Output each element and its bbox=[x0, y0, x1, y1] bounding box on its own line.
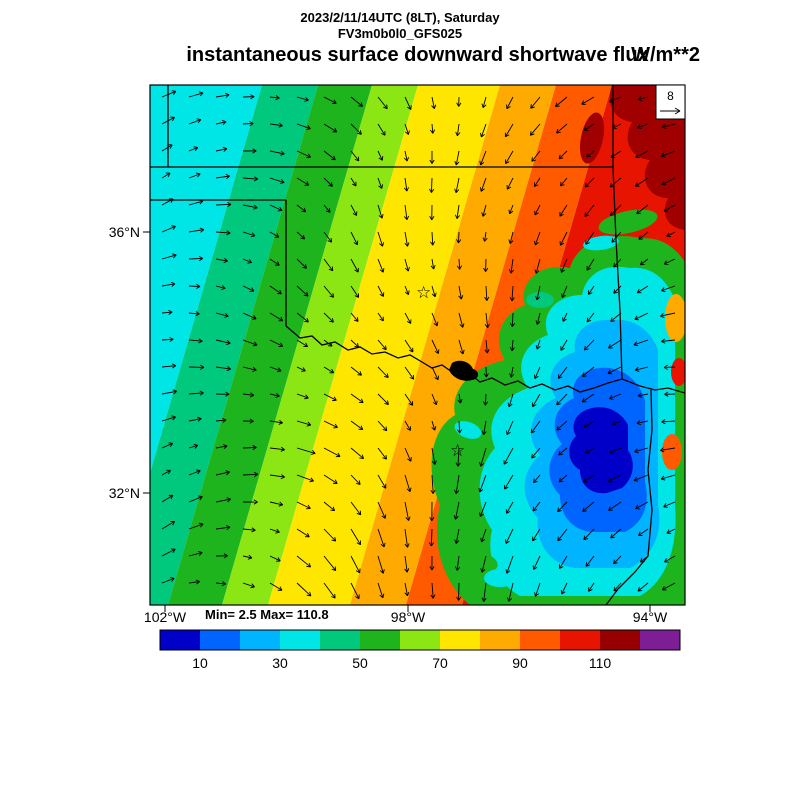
flux-band bbox=[150, 85, 318, 605]
units-label: W/m**2 bbox=[631, 44, 700, 66]
flux-patch bbox=[484, 569, 516, 587]
colorbar-segment bbox=[160, 630, 201, 650]
map-frame bbox=[149, 84, 686, 606]
flux-band bbox=[168, 85, 372, 605]
station-star-marker: ☆ bbox=[416, 283, 431, 302]
flux-patch bbox=[662, 434, 682, 470]
colorbar-segment bbox=[400, 630, 441, 650]
vector-reference-value: 8 bbox=[667, 89, 674, 103]
flux-patch bbox=[526, 292, 554, 308]
datetime-line: 2023/2/11/14UTC (8LT), Saturday bbox=[300, 10, 500, 25]
flux-patch bbox=[665, 294, 685, 342]
colorbar-segment bbox=[280, 630, 321, 650]
lon-label: 98°W bbox=[391, 609, 426, 625]
colorbar-tick-label: 30 bbox=[272, 655, 288, 671]
colorbar-tick-label: 70 bbox=[432, 655, 448, 671]
cloud-region bbox=[569, 407, 633, 494]
minmax-label: Min= 2.5 Max= 110.8 bbox=[205, 607, 329, 622]
colorbar-outline bbox=[159, 629, 681, 651]
colorbar-segment bbox=[240, 630, 281, 650]
flux-patch bbox=[583, 235, 619, 251]
colorbar-segment bbox=[200, 630, 241, 650]
colorbar-segment bbox=[480, 630, 521, 650]
lake-texoma-shape bbox=[449, 360, 479, 381]
station-star-marker: ☆ bbox=[450, 441, 465, 460]
colorbar-segment bbox=[440, 630, 481, 650]
vector-reference-arrowhead bbox=[674, 110, 681, 115]
vector-reference-arrowhead bbox=[674, 107, 681, 112]
flux-band bbox=[268, 85, 500, 605]
lat-label: 36°N bbox=[109, 224, 140, 240]
colorbar-tick-label: 110 bbox=[589, 655, 612, 671]
lon-label: 102°W bbox=[144, 609, 187, 625]
colorbar-segment bbox=[600, 630, 641, 650]
flux-shading bbox=[150, 85, 685, 605]
flux-patch bbox=[579, 112, 605, 164]
page-title: instantaneous surface downward shortwave… bbox=[186, 44, 649, 66]
flux-patch bbox=[454, 421, 482, 439]
flux-band bbox=[350, 85, 556, 605]
state-border-TX-LA bbox=[605, 389, 653, 605]
lat-label: 32°N bbox=[109, 485, 140, 501]
lon-label: 94°W bbox=[633, 609, 668, 625]
model-line: FV3m0b0l0_GFS025 bbox=[337, 26, 463, 41]
colorbar: 10 30 50 70 90 110 bbox=[159, 629, 681, 671]
flux-patch bbox=[598, 209, 658, 235]
colorbar-tick-label: 50 bbox=[352, 655, 368, 671]
colorbar-segment bbox=[320, 630, 361, 650]
vector-reference-box bbox=[655, 84, 686, 120]
flux-patch bbox=[454, 550, 498, 574]
state-border-OK-AR bbox=[612, 166, 623, 380]
colorbar-segment bbox=[360, 630, 401, 650]
flux-patch bbox=[609, 85, 685, 230]
wind-vector-field bbox=[161, 90, 676, 602]
colorbar-segment bbox=[640, 630, 681, 650]
colorbar-tick-label: 10 bbox=[192, 655, 208, 671]
colorbar-tick-label: 90 bbox=[512, 655, 528, 671]
colorbar-segment bbox=[520, 630, 561, 650]
flux-patch bbox=[671, 358, 685, 386]
colorbar-segment bbox=[560, 630, 601, 650]
